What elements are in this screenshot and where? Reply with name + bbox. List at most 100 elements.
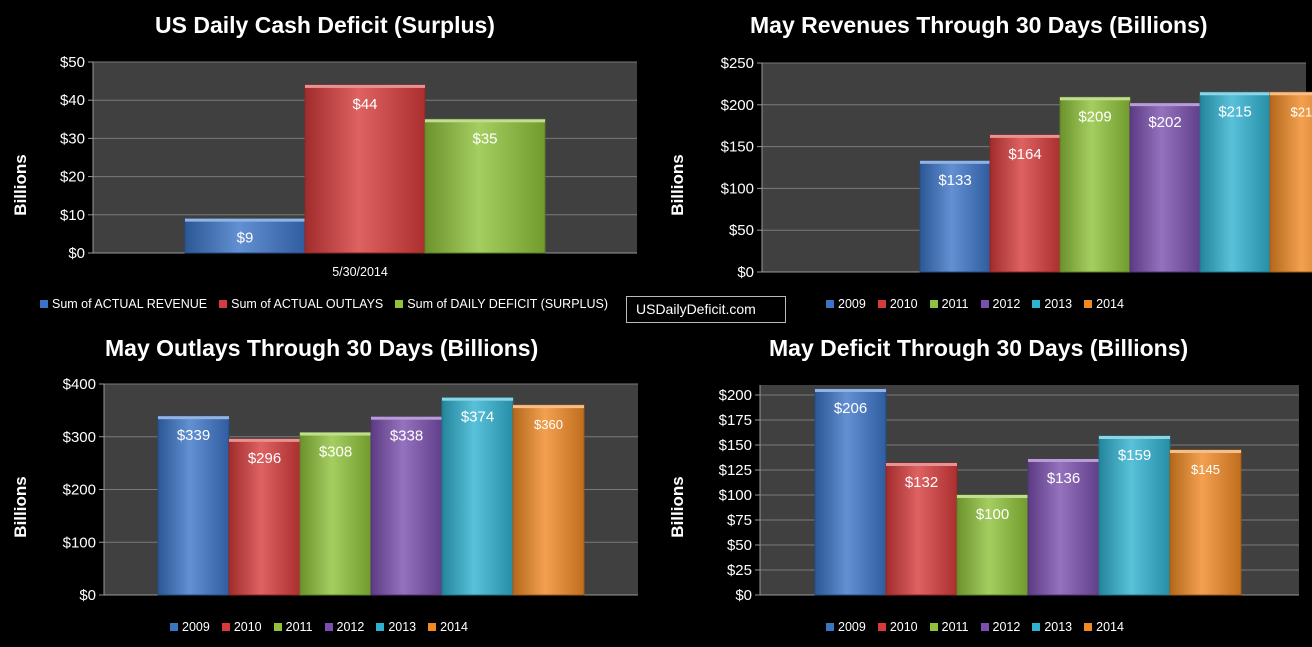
y-tick-label: $0 — [68, 245, 85, 262]
chart-legend: 2009 2010 2011 2012 2013 2014 — [826, 297, 1124, 311]
bar-2013 — [441, 397, 514, 596]
legend-swatch — [395, 300, 404, 308]
bar-2012 — [1129, 102, 1201, 273]
bar-2009 — [919, 160, 991, 273]
bar-2012 — [370, 416, 443, 596]
legend-label: 2010 — [233, 620, 262, 634]
chart-canvas: $0 $10 $20 $30 $40 $50 $9 $44 $35 5/30/2014 — [60, 54, 637, 279]
y-tick-label: $0 — [735, 587, 752, 604]
chart-legend: 2009 2010 2011 2012 2013 2014 — [826, 620, 1124, 634]
y-tick-label: $300 — [63, 429, 96, 446]
legend-label: 2011 — [285, 620, 313, 634]
bar-top-highlight — [1028, 459, 1099, 462]
bar-top-highlight — [1170, 450, 1241, 453]
y-tick-label: $150 — [719, 437, 752, 454]
legend-swatch — [1032, 623, 1041, 631]
legend-label: 2013 — [388, 620, 417, 634]
y-tick-label: $40 — [60, 92, 85, 109]
y-tick-label: $100 — [719, 487, 752, 504]
legend-swatch — [826, 300, 834, 308]
y-tick-label: $10 — [60, 207, 85, 224]
y-tick-label: $50 — [729, 222, 754, 239]
legend-swatch — [877, 300, 886, 308]
bar-2014 — [1169, 449, 1242, 596]
data-label: $132 — [905, 474, 938, 491]
legend-item: 2012 — [980, 620, 1021, 634]
bar-top-highlight — [305, 84, 425, 88]
legend-label: 2014 — [1096, 620, 1124, 634]
chart-legend: Sum of ACTUAL REVENUE Sum of ACTUAL OUTLA… — [40, 297, 608, 311]
data-label: $308 — [319, 444, 352, 461]
legend-label: 2011 — [941, 620, 969, 634]
legend-item: 2010 — [877, 620, 918, 634]
y-tick-label: $125 — [719, 462, 752, 479]
legend-item: 2014 — [1084, 620, 1124, 634]
bar-top-highlight — [990, 134, 1060, 138]
data-label: $100 — [976, 506, 1009, 523]
data-label: $296 — [248, 450, 281, 467]
bar-2011 — [299, 432, 372, 596]
chart-may-deficit: May Deficit Through 30 Days (Billions) B… — [656, 330, 1312, 647]
bar-2009 — [157, 415, 230, 596]
legend-label: Sum of DAILY DEFICIT (SURPLUS) — [407, 297, 609, 311]
y-tick-label: $150 — [721, 139, 754, 156]
legend-item: 2011 — [929, 297, 969, 311]
data-label: $338 — [390, 428, 423, 445]
legend-label: 2012 — [336, 620, 365, 634]
chart-title: May Deficit Through 30 Days (Billions) — [769, 335, 1189, 361]
y-tick-label: $0 — [79, 587, 96, 604]
legend-label: 2013 — [1044, 297, 1073, 311]
bar-top-highlight — [513, 405, 584, 409]
bar-top-highlight — [371, 416, 442, 420]
data-label: $360 — [534, 417, 563, 432]
data-label: $339 — [177, 427, 210, 444]
data-label: $9 — [237, 230, 254, 247]
legend-item: 2010 — [221, 620, 262, 634]
data-label: $164 — [1008, 146, 1041, 163]
data-label: $136 — [1047, 470, 1080, 487]
legend-item: 2014 — [428, 620, 468, 634]
chart-legend: 2009 2010 2011 2012 2013 2014 — [170, 620, 468, 634]
y-tick-label: $250 — [721, 55, 754, 72]
bar-top-highlight — [1130, 103, 1200, 107]
bar-2013 — [1199, 91, 1271, 273]
bar-top-highlight — [886, 463, 957, 466]
legend-label: 2009 — [838, 620, 866, 634]
chart-title: US Daily Cash Deficit (Surplus) — [155, 12, 495, 38]
legend-swatch — [221, 623, 230, 631]
legend-swatch — [980, 300, 989, 308]
legend-item: 2012 — [980, 297, 1020, 311]
legend-item: 2009 — [170, 620, 210, 634]
bar-top-highlight — [1270, 92, 1312, 96]
x-category-label: 5/30/2014 — [332, 265, 388, 279]
y-tick-label: $30 — [60, 130, 85, 147]
legend-item: 2011 — [273, 620, 313, 634]
y-tick-label: $200 — [63, 482, 96, 499]
bar-2014 — [512, 404, 585, 596]
bar-2009 — [814, 388, 887, 596]
bar-top-highlight — [1060, 97, 1130, 101]
data-label: $215 — [1291, 104, 1312, 119]
legend-swatch — [1084, 300, 1093, 308]
legend-item: 2013 — [1032, 620, 1072, 634]
legend-label: 2014 — [440, 620, 468, 634]
bar-2014 — [1269, 91, 1312, 273]
bar-top-highlight — [300, 432, 371, 436]
chart-canvas: $0 $100 $200 $300 $400 $339 $296 $308 $338 $374 $3… — [63, 376, 638, 604]
chart-title: May Outlays Through 30 Days (Billions) — [105, 335, 539, 361]
legend-item: 2012 — [324, 620, 365, 634]
legend-label: 2012 — [992, 620, 1021, 634]
legend-swatch — [826, 623, 834, 631]
bar-2010 — [228, 438, 301, 596]
legend-swatch — [1032, 300, 1041, 308]
y-tick-label: $100 — [721, 180, 754, 197]
legend-label: 2010 — [889, 297, 918, 311]
bar-top-highlight — [920, 160, 990, 164]
legend-item: Sum of ACTUAL OUTLAYS — [219, 297, 383, 311]
legend-swatch — [428, 623, 437, 631]
site-label: USDailyDeficit.com — [626, 296, 786, 323]
bar-sum-of-actual-outlays — [304, 84, 426, 254]
chart-daily-cash-deficit: US Daily Cash Deficit (Surplus) Billions… — [0, 0, 656, 330]
legend-swatch — [1084, 623, 1093, 631]
y-tick-label: $200 — [721, 97, 754, 114]
